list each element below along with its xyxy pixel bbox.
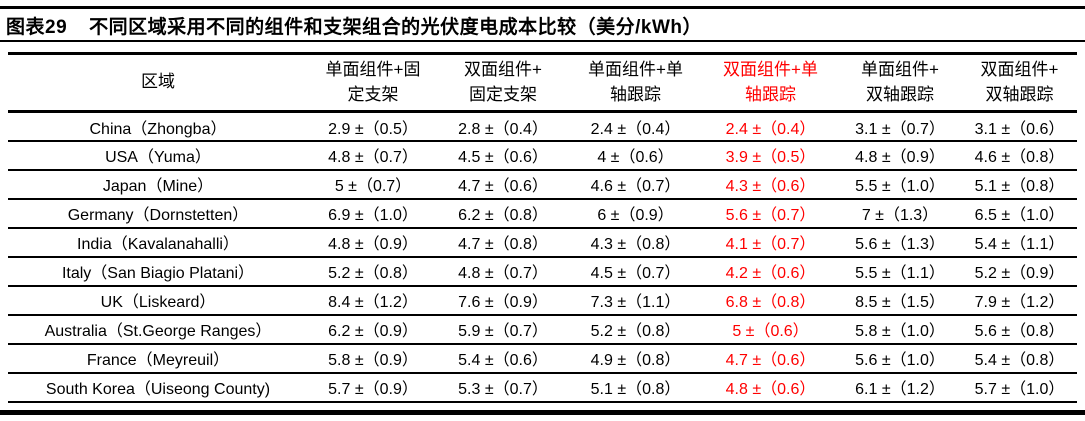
region-cell: Germany（Dornstetten） xyxy=(67,207,249,225)
value-cell: 5.4 ±（1.1） xyxy=(974,236,1065,254)
value-cell-highlighted: 2.4 ±（0.4） xyxy=(725,120,816,138)
value-cell-highlighted: 4.2 ±（0.6） xyxy=(725,265,816,283)
column-header-mono-fixed: 单面组件+固 定支架 xyxy=(325,60,421,104)
figure-title: 图表29 不同区域采用不同的组件和支架组合的光伏度电成本比较（美分/kWh） xyxy=(6,12,702,39)
value-cell: 4.7 ±（0.6） xyxy=(458,178,548,196)
value-cell-highlighted: 4.7 ±（0.6） xyxy=(725,352,816,370)
value-cell: 6.2 ±（0.8） xyxy=(458,207,548,225)
value-cell: 6.2 ±（0.9） xyxy=(328,323,418,341)
region-cell: Australia（St.George Ranges） xyxy=(44,323,272,341)
value-cell: 2.9 ±（0.5） xyxy=(328,120,418,138)
value-cell: 7.3 ±（1.1） xyxy=(590,294,681,312)
region-cell: China（Zhongba） xyxy=(89,120,227,138)
table-row: India（Kavalanahalli） 4.8 ±（0.9） 4.7 ±（0.… xyxy=(8,228,1077,257)
region-cell: Italy（San Biagio Platani） xyxy=(61,265,255,283)
value-cell: 4.3 ±（0.8） xyxy=(590,236,681,254)
value-cell-highlighted: 5.6 ±（0.7） xyxy=(725,207,816,225)
value-cell: 5.3 ±（0.7） xyxy=(458,381,548,399)
figure-title-text: 不同区域采用不同的组件和支架组合的光伏度电成本比较（美分/kWh） xyxy=(89,17,703,38)
column-header-bifacial-fixed: 双面组件+ 固定支架 xyxy=(464,60,542,104)
value-cell: 8.4 ±（1.2） xyxy=(328,294,418,312)
value-cell: 7 ±（1.3） xyxy=(861,207,939,225)
value-cell: 4.7 ±（0.8） xyxy=(458,236,548,254)
region-cell: South Korea（Uiseong County) xyxy=(45,381,271,399)
value-cell-highlighted: 5 ±（0.6） xyxy=(732,323,809,341)
value-cell: 5.1 ±（0.8） xyxy=(590,381,681,399)
value-cell: 5.6 ±（1.0） xyxy=(855,352,945,370)
value-cell: 4.8 ±（0.9） xyxy=(855,149,945,167)
column-header-bifacial-single-axis: 双面组件+单 轴跟踪 xyxy=(723,60,818,104)
table-row: South Korea（Uiseong County) 5.7 ±（0.9） 5… xyxy=(8,373,1077,402)
value-cell-highlighted: 6.8 ±（0.8） xyxy=(725,294,816,312)
value-cell: 4.8 ±（0.7） xyxy=(328,149,418,167)
value-cell: 2.4 ±（0.4） xyxy=(590,120,681,138)
value-cell: 5.4 ±（0.8） xyxy=(974,352,1065,370)
value-cell: 5.2 ±（0.8） xyxy=(328,265,418,283)
title-top-rule xyxy=(0,6,1085,9)
region-cell: Japan（Mine） xyxy=(102,178,214,196)
value-cell: 4.5 ±（0.7） xyxy=(590,265,681,283)
value-cell: 7.9 ±（1.2） xyxy=(974,294,1065,312)
value-cell: 6.1 ±（1.2） xyxy=(855,381,945,399)
value-cell: 6.9 ±（1.0） xyxy=(328,207,418,225)
table-row: France（Meyreuil） 5.8 ±（0.9） 5.4 ±（0.6） 4… xyxy=(8,344,1077,373)
column-header-region: 区域 xyxy=(141,72,175,92)
value-cell: 5.7 ±（1.0） xyxy=(974,381,1065,399)
value-cell: 5 ±（0.7） xyxy=(334,178,412,196)
header-row: 区域 单面组件+固 定支架 双面组件+ 固定支架 单面组件+单 轴跟踪 双面组件… xyxy=(8,53,1077,112)
table-row: China（Zhongba） 2.9 ±（0.5） 2.8 ±（0.4） 2.4… xyxy=(8,112,1077,141)
value-cell: 3.1 ±（0.6） xyxy=(974,120,1065,138)
value-cell-highlighted: 4.1 ±（0.7） xyxy=(725,236,816,254)
column-header-mono-single-axis: 单面组件+单 轴跟踪 xyxy=(588,60,683,104)
value-cell: 5.1 ±（0.8） xyxy=(974,178,1065,196)
value-cell: 7.6 ±（0.9） xyxy=(458,294,548,312)
column-header-mono-dual-axis: 单面组件+ 双轴跟踪 xyxy=(861,60,939,104)
value-cell: 5.9 ±（0.7） xyxy=(458,323,548,341)
value-cell: 5.8 ±（0.9） xyxy=(328,352,418,370)
value-cell: 5.6 ±（0.8） xyxy=(974,323,1065,341)
value-cell-highlighted: 4.3 ±（0.6） xyxy=(725,178,816,196)
title-underline-rule xyxy=(0,40,1085,42)
value-cell: 6.5 ±（1.0） xyxy=(974,207,1065,225)
value-cell: 4.9 ±（0.8） xyxy=(590,352,681,370)
table-row: Germany（Dornstetten） 6.9 ±（1.0） 6.2 ±（0.… xyxy=(8,199,1077,228)
column-header-bifacial-dual-axis: 双面组件+ 双轴跟踪 xyxy=(980,60,1059,104)
table-row: Japan（Mine） 5 ±（0.7） 4.7 ±（0.6） 4.6 ±（0.… xyxy=(8,170,1077,199)
value-cell: 4.6 ±（0.7） xyxy=(590,178,681,196)
value-cell: 8.5 ±（1.5） xyxy=(855,294,945,312)
region-cell: France（Meyreuil） xyxy=(86,352,230,370)
value-cell: 5.4 ±（0.6） xyxy=(458,352,548,370)
value-cell: 4.6 ±（0.8） xyxy=(974,149,1065,167)
value-cell: 4.8 ±（0.9） xyxy=(328,236,418,254)
lcoe-comparison-table: 区域 单面组件+固 定支架 双面组件+ 固定支架 单面组件+单 轴跟踪 双面组件… xyxy=(8,52,1077,403)
value-cell: 4.8 ±（0.7） xyxy=(458,265,548,283)
figure-number: 图表29 xyxy=(6,17,68,38)
value-cell: 2.8 ±（0.4） xyxy=(458,120,548,138)
table-row: Australia（St.George Ranges） 6.2 ±（0.9） 5… xyxy=(8,315,1077,344)
table-row: Italy（San Biagio Platani） 5.2 ±（0.8） 4.8… xyxy=(8,257,1077,286)
value-cell-highlighted: 4.8 ±（0.6） xyxy=(725,381,816,399)
value-cell: 3.1 ±（0.7） xyxy=(855,120,945,138)
table-bottom-rule xyxy=(0,410,1085,415)
value-cell: 5.2 ±（0.8） xyxy=(590,323,681,341)
value-cell: 4.5 ±（0.6） xyxy=(458,149,548,167)
value-cell: 6 ±（0.9） xyxy=(597,207,674,225)
region-cell: India（Kavalanahalli） xyxy=(77,236,239,254)
value-cell: 5.8 ±（1.0） xyxy=(855,323,945,341)
value-cell: 5.6 ±（1.3） xyxy=(855,236,945,254)
value-cell: 5.2 ±（0.9） xyxy=(974,265,1065,283)
value-cell: 4 ±（0.6） xyxy=(597,149,674,167)
table-row: UK（Liskeard） 8.4 ±（1.2） 7.6 ±（0.9） 7.3 ±… xyxy=(8,286,1077,315)
value-cell-highlighted: 3.9 ±（0.5） xyxy=(725,149,816,167)
region-cell: USA（Yuma） xyxy=(105,149,211,167)
region-cell: UK（Liskeard） xyxy=(100,294,216,312)
value-cell: 5.5 ±（1.0） xyxy=(855,178,945,196)
value-cell: 5.5 ±（1.1） xyxy=(855,265,945,283)
table-row: USA（Yuma） 4.8 ±（0.7） 4.5 ±（0.6） 4 ±（0.6）… xyxy=(8,141,1077,170)
value-cell: 5.7 ±（0.9） xyxy=(328,381,418,399)
